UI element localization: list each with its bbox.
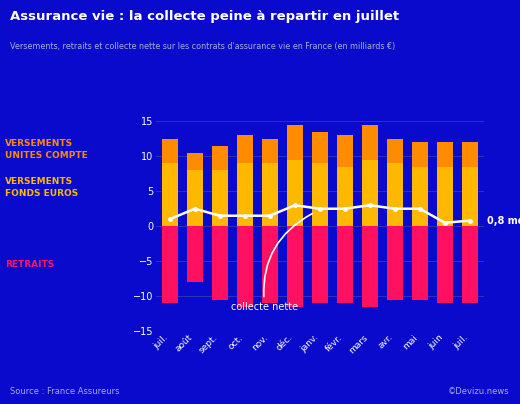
Bar — [362, 226, 378, 307]
Bar — [437, 142, 453, 167]
Bar — [287, 226, 303, 307]
Bar — [462, 142, 478, 167]
Bar — [387, 226, 403, 300]
Text: VERSEMENTS
UNITES COMPTE: VERSEMENTS UNITES COMPTE — [5, 139, 88, 160]
Bar — [262, 163, 278, 226]
Bar — [262, 139, 278, 163]
Bar — [162, 163, 178, 226]
Bar — [311, 163, 328, 226]
Bar — [362, 160, 378, 226]
Bar — [387, 163, 403, 226]
Bar — [412, 142, 428, 167]
Text: ©Devizu.news: ©Devizu.news — [448, 387, 510, 396]
Bar — [237, 226, 253, 307]
Bar — [462, 167, 478, 226]
Bar — [237, 135, 253, 163]
Text: 0,8 md€: 0,8 md€ — [487, 216, 520, 226]
Bar — [162, 139, 178, 163]
Bar — [287, 125, 303, 160]
Bar — [412, 167, 428, 226]
Bar — [311, 226, 328, 303]
Text: Versements, retraits et collecte nette sur les contrats d'assurance vie en Franc: Versements, retraits et collecte nette s… — [10, 42, 396, 51]
Text: VERSEMENTS
FONDS EUROS: VERSEMENTS FONDS EUROS — [5, 177, 79, 198]
Bar — [362, 125, 378, 160]
Bar — [336, 226, 353, 303]
Bar — [187, 226, 203, 282]
Bar — [336, 167, 353, 226]
Bar — [187, 153, 203, 170]
Bar — [462, 226, 478, 303]
Bar — [336, 135, 353, 167]
Bar — [262, 226, 278, 303]
Bar — [437, 226, 453, 303]
Bar — [212, 170, 228, 226]
Bar — [162, 226, 178, 303]
Bar — [287, 160, 303, 226]
Text: collecte nette: collecte nette — [231, 214, 313, 312]
Bar — [412, 226, 428, 300]
Bar — [187, 170, 203, 226]
Bar — [387, 139, 403, 163]
Bar — [212, 226, 228, 300]
Text: Source : France Assureurs: Source : France Assureurs — [10, 387, 120, 396]
Bar — [212, 146, 228, 170]
Bar — [437, 167, 453, 226]
Text: Assurance vie : la collecte peine à repartir en juillet: Assurance vie : la collecte peine à repa… — [10, 10, 399, 23]
Text: RETRAITS: RETRAITS — [5, 260, 55, 269]
Bar — [311, 132, 328, 163]
Bar — [237, 163, 253, 226]
